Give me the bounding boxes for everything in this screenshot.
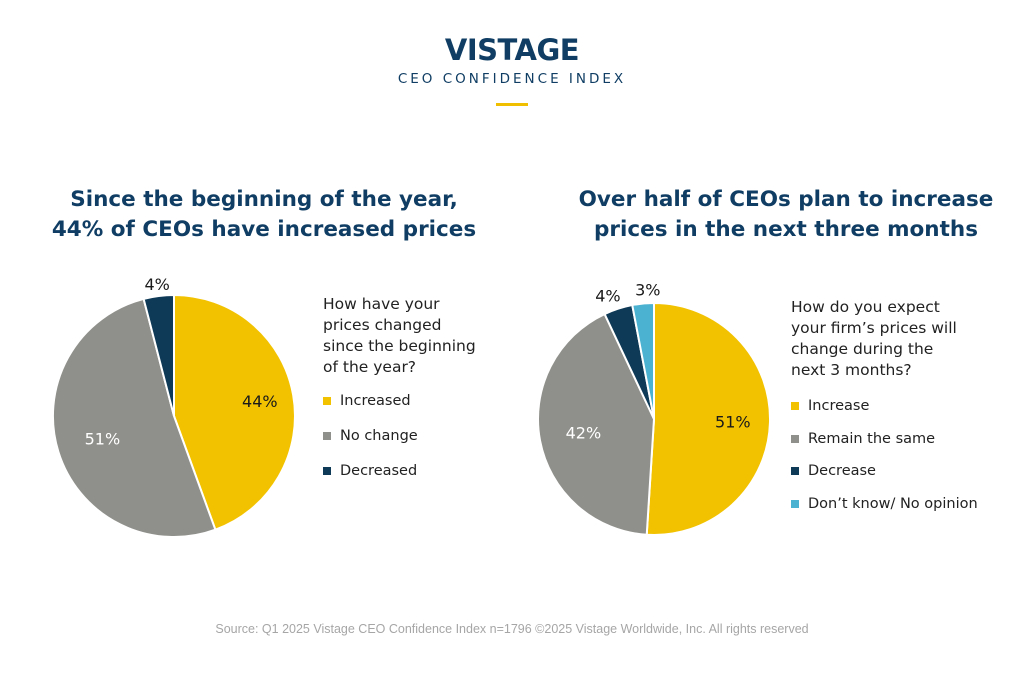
legend-question-line: next 3 months?	[791, 361, 912, 379]
legend-label: Decrease	[808, 463, 876, 479]
legend-question-line: How have your	[323, 295, 440, 313]
legend-swatch	[791, 402, 799, 410]
legend-swatch	[323, 467, 331, 475]
legend-swatch	[791, 467, 799, 475]
legend-label: Remain the same	[808, 430, 936, 447]
legend-question-line: your firm’s prices will	[791, 319, 957, 337]
legend-item-decreased: Decreased	[323, 461, 523, 481]
legend-question: How have your prices changed since the b…	[323, 294, 523, 378]
pie-slice-don-t-know-no-opinion	[631, 301, 655, 420]
data-label: 51%	[85, 429, 121, 448]
legend-question-line: How do you expect	[791, 298, 940, 316]
brand-header: VISTAGE CEO CONFIDENCE INDEX	[0, 33, 1024, 106]
data-label: 4%	[595, 286, 620, 305]
legend-swatch	[791, 434, 799, 443]
chart-title-line: prices in the next three months	[594, 217, 978, 242]
legend-question-line: since the beginning	[323, 337, 476, 355]
legend-label: Increased	[340, 393, 411, 409]
data-label: 42%	[566, 424, 602, 443]
legend-right: How do you expect your firm’s prices wil…	[791, 297, 1021, 514]
legend-swatch	[791, 499, 799, 508]
legend-label: Increase	[808, 398, 870, 414]
pie-slice-increase	[645, 301, 771, 536]
brand-logo: VISTAGE	[444, 33, 580, 67]
pie-slice-decreased	[142, 293, 175, 417]
chart-title-right: Over half of CEOs plan to increase price…	[556, 185, 1016, 245]
chart-title-line: Since the beginning of the year,	[70, 187, 458, 212]
legend-item-no-change: No change	[323, 426, 523, 446]
brand-accent-rule	[496, 103, 528, 106]
brand-subtitle: CEO CONFIDENCE INDEX	[397, 71, 627, 87]
legend-swatch	[323, 432, 331, 440]
legend-question-line: of the year?	[323, 358, 417, 376]
chart-title-line: Over half of CEOs plan to increase	[578, 187, 994, 212]
legend-question-line: prices changed	[323, 316, 442, 334]
data-label: 44%	[242, 392, 278, 411]
data-label: 51%	[715, 413, 751, 432]
legend-item-increase: Increase	[791, 396, 1021, 416]
legend-label: No change	[340, 428, 418, 444]
legend-left: How have your prices changed since the b…	[323, 294, 523, 481]
legend-question-line: change during the	[791, 340, 934, 358]
chart-title-line: 44% of CEOs have increased prices	[51, 217, 477, 242]
data-label: 4%	[145, 275, 170, 294]
legend-item-decrease: Decrease	[791, 461, 1021, 481]
pie-slice-remain-the-same	[537, 312, 656, 536]
legend-label: Decreased	[340, 463, 418, 479]
pie-slice-no-change	[52, 297, 217, 538]
legend-item-increased: Increased	[323, 391, 523, 411]
data-label: 3%	[635, 281, 660, 300]
legend-question: How do you expect your firm’s prices wil…	[791, 297, 1021, 381]
legend-swatch	[323, 397, 331, 405]
legend-item-remain-same: Remain the same	[791, 429, 1021, 449]
source-footnote: Source: Q1 2025 Vistage CEO Confidence I…	[215, 622, 809, 636]
pie-slice-increased	[173, 293, 296, 531]
legend-item-dont-know: Don’t know/ No opinion	[791, 494, 1021, 514]
legend-label: Don’t know/ No opinion	[808, 495, 978, 512]
chart-title-left: Since the beginning of the year, 44% of …	[34, 185, 494, 245]
